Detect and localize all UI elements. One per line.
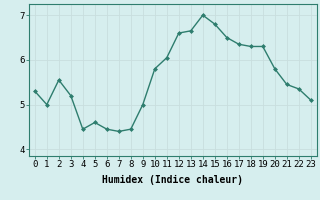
X-axis label: Humidex (Indice chaleur): Humidex (Indice chaleur)	[102, 175, 243, 185]
